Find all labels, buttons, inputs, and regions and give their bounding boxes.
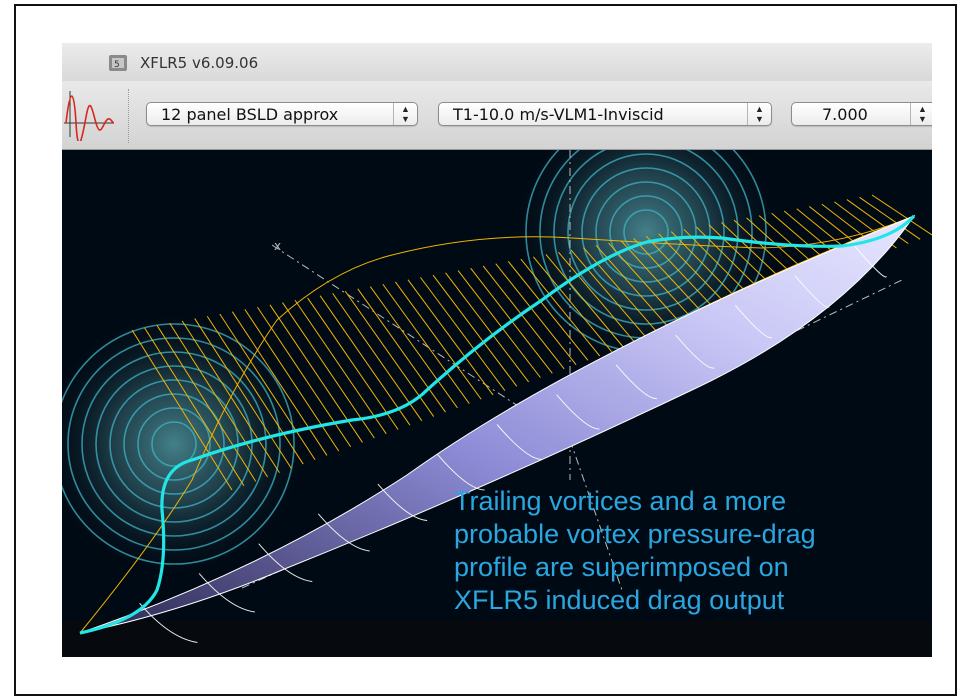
foil-select-arrows-icon[interactable]: ▲ ▼ xyxy=(393,103,417,125)
wing-rib-line xyxy=(377,483,428,521)
app-window: 5 XFLR5 v6.09.06 12 panel BSLD approx ▲ ▼… xyxy=(62,43,932,657)
panel-hatch-line xyxy=(382,283,470,404)
wing-rib-line xyxy=(615,364,657,400)
svg-text:5: 5 xyxy=(114,60,120,70)
panel-hatch-line xyxy=(670,231,743,305)
panel-hatch-line xyxy=(683,228,755,301)
panel-hatch-line xyxy=(319,295,411,426)
panel-hatch-line xyxy=(169,322,269,478)
wing-rib-line xyxy=(794,275,830,308)
panel-hatch-line xyxy=(282,302,375,439)
window-title: XFLR5 v6.09.06 xyxy=(140,54,259,72)
panel-hatch-line xyxy=(608,242,684,327)
panel-hatch-line xyxy=(181,320,280,473)
panel-hatch-line xyxy=(156,325,257,482)
opp-select[interactable]: 7.000 ▲ ▼ xyxy=(791,102,932,126)
panel-hatch-line xyxy=(482,265,565,370)
xflr5-app-icon: 5 xyxy=(109,55,127,71)
vortex-drag-profile xyxy=(79,214,916,635)
wing-rib-line xyxy=(317,513,370,552)
panel-hatch-line xyxy=(558,251,636,344)
foil-select[interactable]: 12 panel BSLD approx ▲ ▼ xyxy=(146,102,418,126)
title-bar[interactable]: 5 XFLR5 v6.09.06 xyxy=(62,43,932,82)
panel-hatch-line xyxy=(420,277,506,391)
3d-view[interactable]: x y xyxy=(62,150,932,657)
panel-hatch-line xyxy=(545,254,624,348)
panel-hatch-line xyxy=(219,313,316,461)
panel-hatch-line xyxy=(620,240,696,322)
opp-select-value: 7.000 xyxy=(822,105,868,124)
panel-hatch-line xyxy=(244,309,340,452)
wing-rib-line xyxy=(854,245,888,278)
caption-line-3: profile are superimposed on xyxy=(454,552,789,582)
caption-line-4: XFLR5 induced drag output xyxy=(454,585,785,615)
caption-line-2: probable vortex pressure-drag xyxy=(454,519,816,549)
wing-rib-line xyxy=(556,394,600,430)
panel-hatch-line xyxy=(570,249,648,340)
x-axis-label: x xyxy=(274,239,281,253)
wing-rib-line xyxy=(258,543,313,582)
wing-rib-line xyxy=(675,334,715,369)
panel-hatch-line xyxy=(369,286,458,409)
wing-rib-line xyxy=(734,305,772,339)
caption-line-1: Trailing vortices and a more xyxy=(454,486,787,516)
panel-hatch-line xyxy=(294,299,387,435)
wing-rib-line xyxy=(496,424,543,460)
toolbar-separator xyxy=(128,89,129,143)
panel-hatch-line xyxy=(357,288,446,413)
opp-select-arrows-icon[interactable]: ▲ ▼ xyxy=(910,103,932,125)
panel-hatch-line xyxy=(507,261,589,361)
panel-hatch-line xyxy=(633,238,707,318)
panel-hatch-line xyxy=(445,272,530,383)
polar-select[interactable]: T1-10.0 m/s-VLM1-Inviscid ▲ ▼ xyxy=(438,102,772,126)
panel-hatch-line xyxy=(658,233,731,309)
panel-hatch-line xyxy=(432,274,518,387)
panel-hatch-line xyxy=(231,311,328,456)
toolbar: 12 panel BSLD approx ▲ ▼ T1-10.0 m/s-VLM1… xyxy=(62,81,932,150)
wing-surface xyxy=(79,214,916,643)
panel-hatch-line xyxy=(457,270,541,378)
induced-drag-panels xyxy=(79,194,932,634)
wing-rib-line xyxy=(437,453,485,491)
panel-hatch-line xyxy=(595,245,672,331)
panel-hatch-line xyxy=(859,196,921,240)
panel-hatch-line xyxy=(394,281,482,400)
left-vortex-rings xyxy=(62,314,304,574)
wing-rib-line xyxy=(198,573,255,613)
wing-rib-line xyxy=(139,602,198,643)
polar-select-value: T1-10.0 m/s-VLM1-Inviscid xyxy=(453,105,664,124)
panel-hatch-line xyxy=(532,256,613,353)
panel-hatch-line xyxy=(871,194,932,236)
panel-hatch-line xyxy=(520,258,601,357)
panel-hatch-line xyxy=(144,327,245,486)
panel-hatch-line xyxy=(645,235,719,314)
polar-select-arrows-icon[interactable]: ▲ ▼ xyxy=(747,103,771,125)
caption: Trailing vortices and a more probable vo… xyxy=(454,485,924,617)
panel-hatch-line xyxy=(332,293,423,422)
polar-graph-icon[interactable] xyxy=(62,87,116,141)
panel-hatch-line xyxy=(194,318,292,469)
foil-select-value: 12 panel BSLD approx xyxy=(161,105,339,124)
panel-hatch-line xyxy=(131,329,233,491)
panel-hatch-line xyxy=(495,263,577,365)
panel-hatch-line xyxy=(206,315,304,465)
panel-hatch-line xyxy=(407,279,494,396)
panel-hatch-line xyxy=(307,297,399,430)
panel-hatch-line xyxy=(583,247,660,335)
